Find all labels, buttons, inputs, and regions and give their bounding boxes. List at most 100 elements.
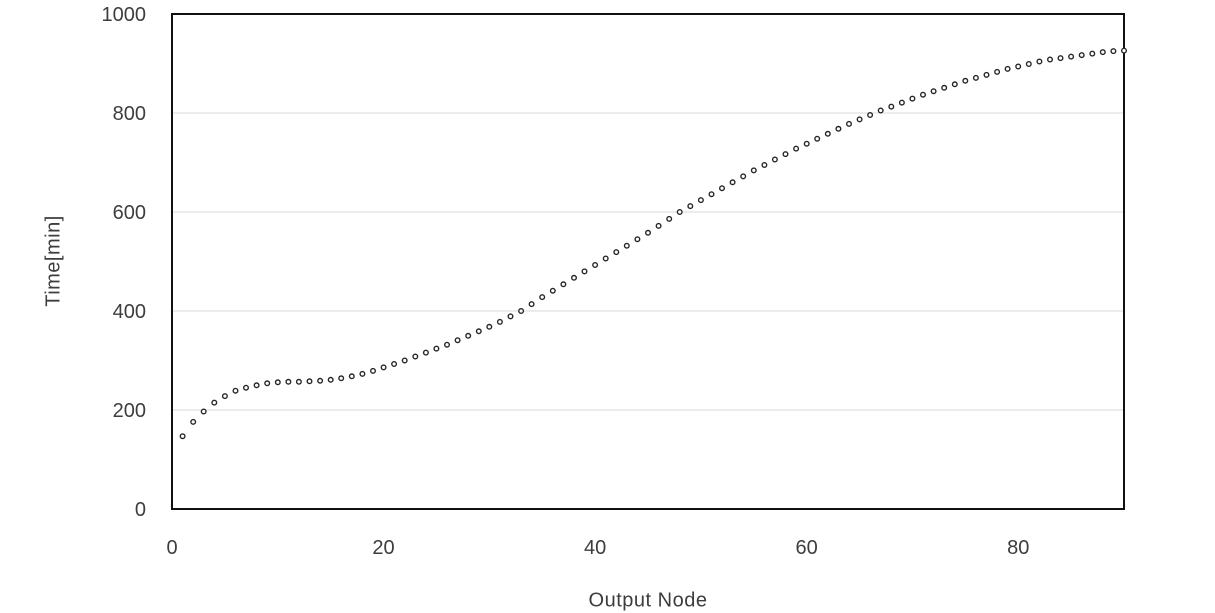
scatter-point	[507, 313, 514, 320]
scatter-point	[898, 99, 905, 106]
scatter-point	[1120, 47, 1127, 54]
scatter-point	[867, 111, 874, 118]
scatter-point	[592, 262, 599, 269]
scatter-point	[274, 379, 281, 386]
scatter-point	[1110, 48, 1117, 55]
scatter-point	[179, 433, 186, 440]
scatter-point	[1025, 61, 1032, 68]
scatter-point	[444, 341, 451, 348]
y-tick-label: 800	[113, 103, 146, 125]
scatter-point	[549, 287, 556, 294]
scatter-point	[454, 337, 461, 344]
scatter-point	[1078, 52, 1085, 59]
scatter-point	[687, 203, 694, 210]
scatter-point	[793, 145, 800, 152]
scatter-point	[496, 318, 503, 325]
y-tick-label: 400	[113, 301, 146, 323]
scatter-point	[253, 382, 260, 389]
scatter-point	[941, 84, 948, 91]
scatter-point	[1057, 55, 1064, 62]
scatter-point	[264, 380, 271, 387]
scatter-point	[697, 197, 704, 204]
scatter-point	[391, 361, 398, 368]
scatter-point	[645, 229, 652, 236]
scatter-point	[1068, 53, 1075, 60]
scatter-point	[359, 370, 366, 377]
scatter-point	[1089, 50, 1096, 57]
scatter-point	[232, 387, 239, 394]
scatter-point	[909, 95, 916, 102]
scatter-point	[1099, 49, 1106, 56]
scatter-point	[655, 222, 662, 229]
y-axis-title: Time[min]	[42, 215, 65, 307]
scatter-point	[814, 135, 821, 142]
scatter-point	[962, 77, 969, 84]
scatter-point	[930, 88, 937, 95]
scatter-point	[761, 161, 768, 168]
scatter-point	[771, 156, 778, 163]
scatter-point	[539, 294, 546, 301]
scatter-point	[856, 116, 863, 123]
scatter-point	[380, 364, 387, 371]
scatter-point	[634, 236, 641, 243]
scatter-point	[803, 140, 810, 147]
x-tick-label: 60	[796, 537, 818, 559]
scatter-point	[401, 357, 408, 364]
x-tick-label: 20	[372, 537, 394, 559]
scatter-point	[317, 377, 324, 384]
scatter-point	[666, 215, 673, 222]
scatter-point	[242, 384, 249, 391]
scatter-point	[465, 332, 472, 339]
scatter-point	[475, 328, 482, 335]
plot-border	[171, 13, 1125, 510]
scatter-point	[719, 185, 726, 192]
scatter-point	[846, 120, 853, 127]
scatter-point	[951, 81, 958, 88]
scatter-point	[708, 191, 715, 198]
scatter-point	[972, 74, 979, 81]
scatter-point	[1046, 56, 1053, 63]
scatter-point	[486, 323, 493, 330]
scatter-point	[1015, 63, 1022, 70]
scatter-point	[422, 349, 429, 356]
scatter-point	[338, 375, 345, 382]
scatter-point	[528, 301, 535, 308]
scatter-point	[623, 242, 630, 249]
y-tick-label: 200	[113, 400, 146, 422]
scatter-point	[983, 71, 990, 78]
scatter-point	[200, 408, 207, 415]
scatter-point	[676, 208, 683, 215]
scatter-point	[729, 179, 736, 186]
scatter-point	[518, 308, 525, 315]
y-tick-label: 600	[113, 202, 146, 224]
scatter-point	[602, 255, 609, 262]
scatter-point	[994, 68, 1001, 75]
scatter-point	[920, 91, 927, 98]
scatter-point	[295, 378, 302, 385]
x-axis-title: Output Node	[588, 589, 708, 612]
x-tick-label: 40	[584, 537, 606, 559]
scatter-point	[740, 173, 747, 180]
scatter-point	[613, 249, 620, 256]
scatter-point	[211, 399, 218, 406]
scatter-point	[560, 281, 567, 288]
scatter-point	[433, 345, 440, 352]
scatter-point	[824, 130, 831, 137]
scatter-point	[1036, 58, 1043, 65]
x-tick-label: 80	[1007, 537, 1029, 559]
scatter-point	[581, 268, 588, 275]
y-tick-label: 0	[135, 499, 146, 521]
scatter-point	[412, 353, 419, 360]
x-tick-label: 0	[166, 537, 177, 559]
scatter-point	[750, 167, 757, 174]
scatter-point	[782, 151, 789, 158]
scatter-point	[327, 376, 334, 383]
scatter-point	[221, 393, 228, 400]
scatter-point	[1004, 65, 1011, 72]
scatter-point	[571, 274, 578, 281]
scatter-point	[306, 378, 313, 385]
scatter-point	[835, 125, 842, 132]
scatter-point	[888, 103, 895, 110]
